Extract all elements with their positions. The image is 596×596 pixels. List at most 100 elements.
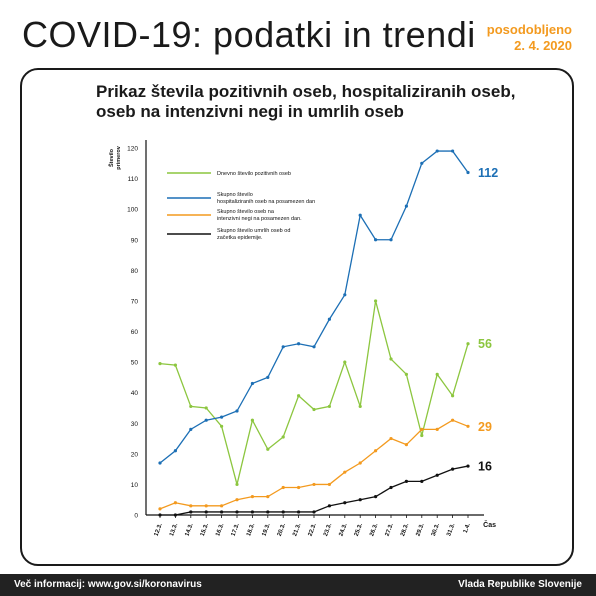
data-point (435, 427, 439, 431)
legend-entry: Skupno število hospitaliziranih oseb na p… (217, 192, 315, 205)
data-point (235, 498, 239, 502)
data-point (358, 498, 362, 502)
data-point (404, 443, 408, 447)
data-point (343, 360, 347, 364)
y-tick-label: 30 (131, 421, 139, 428)
x-tick-label: 18.3. (246, 522, 256, 537)
data-point (250, 510, 254, 514)
data-point (420, 161, 424, 165)
data-point (466, 464, 470, 468)
data-point (204, 406, 208, 410)
data-point (158, 461, 162, 465)
data-point (389, 357, 393, 361)
x-tick-label: 26.3. (369, 522, 379, 537)
footer-info-link[interactable]: Več informacij: www.gov.si/koronavirus (14, 579, 202, 590)
data-point (420, 427, 424, 431)
data-point (312, 407, 316, 412)
data-point (189, 504, 193, 508)
data-point (343, 470, 347, 474)
y-tick-label: 0 (134, 513, 138, 520)
end-value-label: 16 (478, 460, 492, 474)
end-value-label: 56 (478, 337, 492, 351)
data-point (266, 510, 270, 514)
data-point (235, 482, 239, 487)
legend-entry: Dnevno število pozitivnih oseb (217, 171, 291, 177)
data-point (281, 345, 285, 349)
data-point (374, 449, 378, 453)
updated-date: posodobljeno 2. 4. 2020 (487, 22, 572, 54)
data-point (451, 149, 455, 153)
x-tick-label: 27.3. (385, 522, 395, 537)
data-point (158, 362, 162, 366)
x-tick-label: 22.3. (308, 522, 318, 537)
data-point (451, 418, 455, 422)
data-point (189, 404, 193, 409)
data-point (281, 485, 285, 490)
footer: Več informacij: www.gov.si/koronavirus V… (0, 574, 596, 596)
data-point (220, 415, 224, 419)
data-point (312, 510, 316, 514)
data-point (158, 513, 162, 517)
data-point (466, 342, 470, 346)
y-tick-label: 40 (131, 390, 139, 397)
x-tick-label: 25.3. (354, 522, 364, 537)
updated-label: posodobljeno (486, 22, 572, 37)
data-point (235, 510, 239, 514)
data-point (281, 510, 285, 514)
data-point (266, 495, 270, 499)
data-point (250, 418, 254, 422)
data-point (389, 485, 393, 490)
x-tick-label: 24.3. (338, 522, 348, 537)
data-point (173, 363, 177, 367)
chart-card (20, 68, 574, 566)
y-axis-label: Številoprimerov (107, 145, 122, 169)
data-point (327, 317, 331, 321)
data-point (297, 394, 301, 398)
y-tick-label: 20 (131, 451, 139, 458)
data-point (358, 404, 362, 409)
x-tick-label: 16.3. (215, 522, 225, 537)
data-point (204, 418, 208, 422)
data-point (220, 510, 224, 514)
data-point (327, 482, 331, 487)
legend-entry: Skupno število umrlih oseb od začetka epi… (217, 228, 290, 241)
data-point (389, 436, 393, 441)
data-point (158, 507, 162, 511)
data-point (297, 485, 301, 490)
data-point (389, 238, 393, 242)
data-point (374, 495, 378, 499)
data-point (312, 345, 316, 349)
data-point (297, 510, 301, 514)
data-point (266, 447, 270, 451)
data-point (435, 473, 439, 477)
y-tick-label: 50 (131, 360, 139, 367)
data-point (173, 513, 177, 517)
y-tick-label: 120 (127, 146, 138, 153)
data-point (173, 449, 177, 453)
data-point (220, 424, 224, 428)
footer-government: Vlada Republike Slovenije (458, 579, 582, 590)
data-point (189, 510, 193, 514)
page-title: COVID-19: podatki in trendi (22, 14, 476, 55)
series-line-3 (160, 465, 469, 516)
x-tick-label: 30.3. (431, 522, 441, 537)
data-point (343, 293, 347, 297)
data-point (297, 342, 301, 346)
data-point (189, 427, 193, 431)
data-point (451, 467, 455, 471)
end-value-label: 112 (478, 166, 498, 180)
data-point (374, 299, 378, 303)
data-point (404, 372, 408, 376)
updated-value: 2. 4. 2020 (514, 38, 572, 53)
x-tick-label: 17.3. (231, 522, 241, 537)
data-point (420, 479, 424, 483)
data-point (420, 433, 424, 438)
data-point (404, 204, 408, 208)
data-point (250, 495, 254, 499)
chart-title: Prikaz števila pozitivnih oseb, hospital… (96, 82, 516, 121)
end-value-label: 29 (478, 420, 492, 434)
data-point (451, 394, 455, 398)
x-tick-label: 28.3. (400, 522, 410, 537)
data-point (204, 504, 208, 508)
data-point (466, 424, 470, 428)
